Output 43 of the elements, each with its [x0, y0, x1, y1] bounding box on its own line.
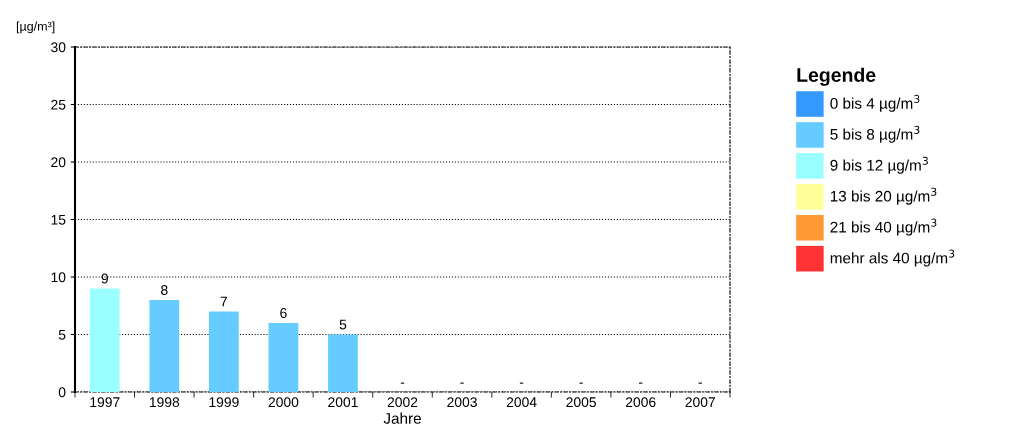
data-label: 8 — [161, 285, 168, 295]
y-tick-label: 15 — [51, 214, 66, 225]
x-tick-label: 2004 — [506, 397, 537, 408]
x-tick-label: 2006 — [625, 397, 656, 408]
y-tick-label: 25 — [51, 99, 66, 110]
text: - — [638, 382, 643, 384]
data-label: 7 — [220, 296, 228, 307]
x-tick-label: 2002 — [387, 397, 418, 408]
legend-label: 0 bis 4 µg/m$^{3}$ — [830, 94, 920, 112]
y-tick-label: 5 — [58, 329, 66, 340]
data-label: 6 — [280, 308, 287, 318]
text: - — [698, 382, 702, 384]
data-label: 5 — [339, 319, 347, 330]
x-tick-label: 2007 — [685, 397, 715, 408]
text: - — [579, 382, 583, 384]
legend-label: mehr als 40 µg/m$^{3}$ — [830, 249, 955, 267]
y-tick-label: 30 — [51, 42, 66, 53]
x-axis-title: Jahre — [383, 412, 421, 424]
data-label: 9 — [101, 273, 108, 284]
bar — [149, 300, 180, 392]
y-tick-label: 20 — [51, 157, 66, 168]
x-tick-label: 1997 — [90, 397, 120, 408]
legend-label: 5 bis 8 µg/m$^{3}$ — [830, 125, 920, 143]
x-tick-label: 1998 — [149, 397, 180, 408]
bar — [268, 323, 299, 392]
y-axis-title: [µg/m³] — [16, 21, 55, 34]
text: - — [460, 382, 464, 384]
x-tick-label: 2003 — [447, 397, 477, 408]
text: - — [519, 382, 524, 384]
legend-title: Legende — [797, 67, 876, 86]
y-tick-label: 10 — [51, 272, 66, 283]
x-tick-label: 1999 — [209, 397, 239, 408]
x-tick-label: 2001 — [328, 397, 358, 408]
bar — [208, 311, 239, 392]
bar — [89, 288, 120, 392]
y-tick-label: 0 — [58, 387, 66, 398]
legend-label: 21 bis 40 µg/m$^{3}$ — [830, 218, 937, 236]
text: - — [400, 382, 405, 384]
legend-label: 13 bis 20 µg/m$^{3}$ — [830, 187, 937, 205]
legend-label: 9 bis 12 µg/m$^{3}$ — [830, 156, 928, 174]
x-tick-label: 2005 — [566, 397, 596, 408]
x-tick-label: 2000 — [268, 397, 299, 408]
bar — [328, 334, 358, 392]
